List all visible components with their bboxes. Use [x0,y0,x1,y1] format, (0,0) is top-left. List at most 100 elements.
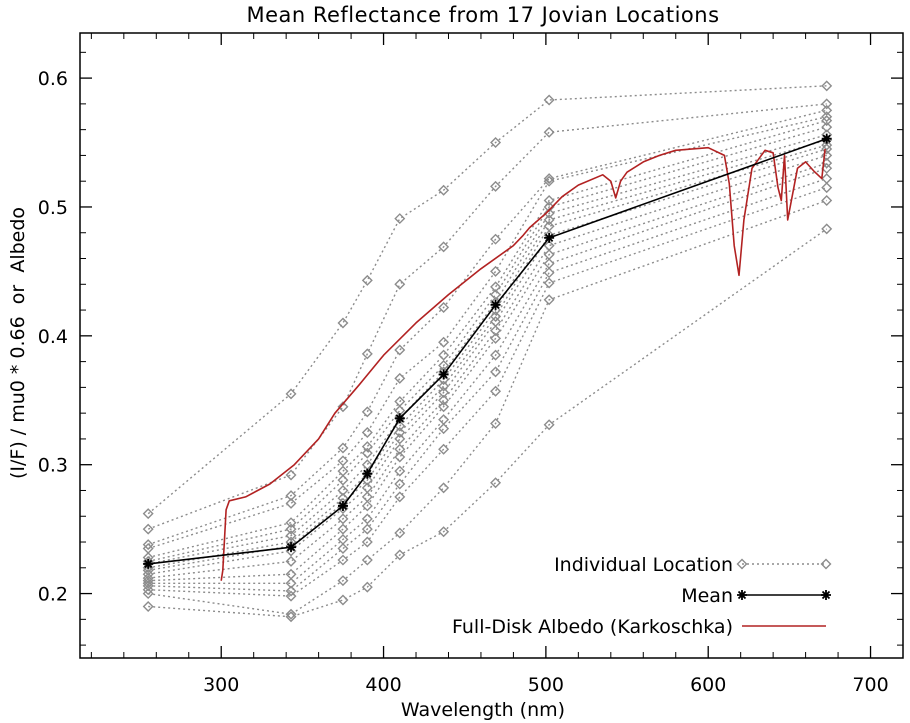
albedo-line [220,146,826,581]
mean-point [286,542,297,553]
y-tick-label: 0.3 [38,455,68,477]
individual-location [142,149,833,584]
individual-point [543,220,555,232]
individual-point [490,289,502,301]
individual-point [543,267,555,279]
individual-point [543,175,555,187]
individual-location [142,121,833,567]
individual-point [821,115,833,127]
x-tick-label: 500 [528,674,564,696]
individual-point [142,577,154,589]
legend-marker-mean [737,590,747,600]
individual-point [285,590,297,602]
y-tick-label: 0.4 [38,326,68,348]
individual-point [142,600,154,612]
individual-point [394,549,406,561]
individual-line [148,154,827,579]
individual-location [142,115,833,563]
individual-point [490,325,502,337]
individual-point [438,443,450,455]
individual-point [361,523,373,535]
individual-point [361,274,373,286]
individual-point [543,201,555,213]
individual-point [285,577,297,589]
individual-point [142,539,154,551]
individual-point [337,594,349,606]
individual-point [438,184,450,196]
individual-point [337,542,349,554]
individual-location [142,223,833,623]
individual-point [438,380,450,392]
y-axis-label: (I/F) / mu0 * 0.66 or Albedo [7,207,29,479]
mean-point [394,413,405,424]
y-tick-label: 0.6 [38,68,68,90]
individual-point [394,451,406,463]
individual-point [543,173,555,185]
individual-point [361,406,373,418]
x-tick-label: 400 [365,674,401,696]
x-tick-label: 600 [690,674,726,696]
individual-point [821,143,833,155]
individual-point [337,474,349,486]
individual-point [361,500,373,512]
individual-point [285,568,297,580]
individual-point [337,503,349,515]
individual-point [394,527,406,539]
mean-point [544,232,555,243]
individual-line [148,134,827,565]
individual-point [361,513,373,525]
individual-point [285,608,297,620]
individual-line [148,126,827,563]
individual-point [821,121,833,133]
individual-point [490,233,502,245]
individual-point [337,455,349,467]
individual-point [438,387,450,399]
individual-point [361,536,373,548]
individual-line [148,139,827,569]
individual-point [543,214,555,226]
individual-point [490,332,502,344]
individual-line [147,116,827,550]
individual-point [142,523,154,535]
individual-line [148,228,828,618]
individual-point [285,611,297,623]
individual-point [821,98,833,110]
individual-point [394,213,406,225]
individual-location [142,195,833,620]
individual-point [142,508,154,520]
individual-point [337,513,349,525]
individual-point [821,80,833,92]
individual-point [394,465,406,477]
individual-point [438,241,450,253]
individual-line [148,148,827,575]
individual-point [438,482,450,494]
individual-point [337,554,349,566]
individual-point [337,317,349,329]
individual-line [148,199,827,615]
individual-point [361,348,373,360]
legend-marker-individual [736,558,748,570]
individual-point [361,554,373,566]
individual-point [490,137,502,149]
axes: 300 400 500 600 700 0.2 0.3 0.4 0.5 0.6 [38,32,904,696]
chart-title: Mean Reflectance from 17 Jovian Location… [246,3,719,27]
legend-marker-individual [820,558,832,570]
individual-point [337,442,349,454]
legend-marker-mean [821,590,831,600]
mean-line [148,137,827,565]
y-tick-label: 0.5 [38,197,68,219]
individual-point [394,278,406,290]
individual-point [438,401,450,413]
individual-point [285,497,297,509]
individual-point [490,265,502,277]
individual-point [394,372,406,384]
plot-area [142,80,833,623]
individual-point [490,477,502,489]
individual-point [285,388,297,400]
mean-point [362,468,373,479]
individual-point [285,469,297,481]
individual-point [142,564,154,576]
individual-point [337,523,349,535]
y-tick-label: 0.2 [38,584,68,606]
individual-point [543,277,555,289]
